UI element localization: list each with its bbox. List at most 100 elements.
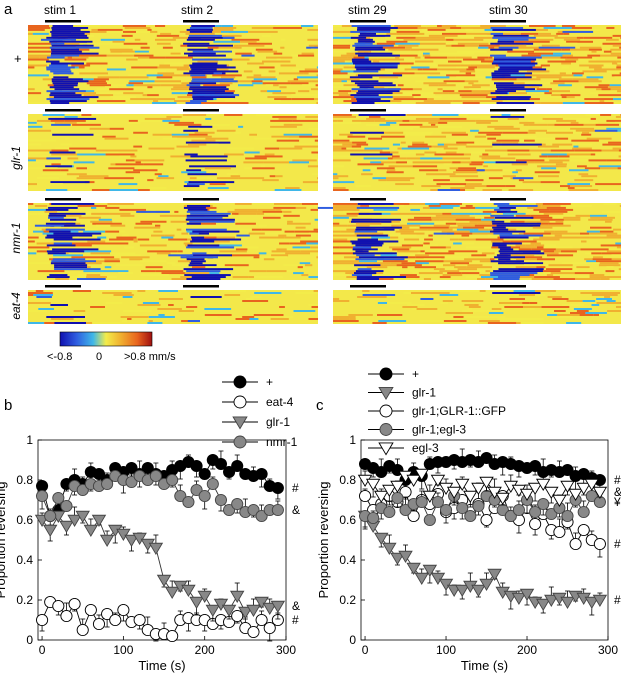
data-point <box>446 486 462 500</box>
data-point <box>205 604 221 618</box>
y-tick-label: 0.2 <box>339 593 356 607</box>
data-point <box>487 486 502 500</box>
legend-item: glr-1 <box>222 415 290 430</box>
end-annotation: & <box>292 503 300 517</box>
series-glr-1 <box>357 510 608 616</box>
genotype-label-wildtype: + <box>14 51 22 66</box>
legend-item: glr-1;GLR-1::GFP <box>368 404 506 418</box>
data-point <box>206 477 219 491</box>
data-point <box>52 599 65 613</box>
data-point <box>398 550 413 564</box>
genotype-label-nmr1: nmr-1 <box>9 222 23 253</box>
stimulus-bar <box>490 20 526 23</box>
data-point <box>190 483 203 497</box>
data-point <box>593 537 606 551</box>
colorbar-min-label: <-0.8 <box>47 351 72 363</box>
colorbar-mid-label: 0 <box>96 351 102 363</box>
data-point <box>529 459 542 473</box>
data-point <box>156 574 172 588</box>
data-point <box>101 607 114 621</box>
y-tick-label: 1 <box>26 433 33 447</box>
colorbar <box>59 331 153 347</box>
data-point <box>479 476 494 490</box>
data-point <box>480 451 493 465</box>
data-point <box>487 568 502 582</box>
data-point <box>174 489 187 503</box>
data-point <box>101 477 114 491</box>
data-point <box>181 584 196 598</box>
stimulus-bar <box>183 20 219 23</box>
heatmap-block <box>333 25 621 105</box>
data-point <box>182 495 195 509</box>
data-point <box>456 501 469 515</box>
data-point <box>584 478 600 492</box>
data-point <box>529 505 542 519</box>
legend: + eat-4 glr-1 nmr-1 <box>222 375 298 449</box>
data-point <box>535 598 551 612</box>
data-point <box>374 490 389 504</box>
stimulus-bar <box>45 285 81 288</box>
data-point <box>479 578 494 592</box>
data-point <box>415 495 428 509</box>
legend-item: egl-3 <box>368 441 439 456</box>
series-- <box>358 448 606 492</box>
data-point <box>504 509 517 523</box>
data-point <box>430 474 446 488</box>
series-line <box>41 515 279 613</box>
data-point <box>76 483 89 497</box>
data-point <box>166 629 179 643</box>
data-point <box>423 513 436 527</box>
data-point <box>247 625 260 639</box>
data-point <box>383 505 396 519</box>
stimulus-bar <box>183 109 219 112</box>
y-axis-label: Proportion reversing <box>316 481 331 598</box>
data-point <box>233 435 247 449</box>
y-tick-label: 0.6 <box>339 513 356 527</box>
data-point <box>233 395 247 409</box>
y-tick-label: 1 <box>349 433 356 447</box>
data-point <box>68 597 81 611</box>
legend-label: glr-1 <box>266 415 290 429</box>
data-point <box>271 503 284 517</box>
data-point <box>406 474 421 488</box>
y-tick-label: 0.4 <box>339 553 356 567</box>
data-point <box>214 493 228 507</box>
data-point <box>263 621 276 635</box>
data-point <box>132 532 147 546</box>
data-point <box>584 596 600 610</box>
legend-item: glr-1 <box>368 386 436 400</box>
data-point <box>560 480 575 494</box>
data-point <box>84 603 97 617</box>
stimulus-bar <box>350 198 386 201</box>
data-point <box>42 524 58 538</box>
data-point <box>537 497 550 511</box>
data-point <box>36 479 49 493</box>
data-point <box>231 497 244 511</box>
stimulus-bar <box>490 285 526 288</box>
data-point <box>125 461 138 475</box>
data-point <box>231 459 244 473</box>
data-point <box>117 603 130 617</box>
stimulus-bar <box>45 198 81 201</box>
data-point <box>561 463 574 477</box>
data-point <box>214 457 228 471</box>
data-point <box>223 503 236 517</box>
plot-frame <box>360 439 609 641</box>
data-point <box>455 478 470 492</box>
data-point <box>44 509 57 523</box>
stimulus-bar <box>350 20 386 23</box>
y-tick-label: 0.8 <box>339 473 356 487</box>
x-tick-label: 200 <box>195 643 215 657</box>
chart-b: 0 100 200 300 0 0.2 0.4 0.6 0.8 1 Time (s) Proporti… <box>0 375 300 673</box>
data-point <box>367 511 380 525</box>
data-point <box>378 442 394 456</box>
data-point <box>472 499 485 513</box>
data-point <box>213 598 229 612</box>
data-point <box>198 489 211 503</box>
data-point <box>148 542 164 556</box>
end-annotation: ¥ <box>613 495 621 509</box>
data-point <box>592 486 608 500</box>
data-point <box>166 473 179 487</box>
data-point <box>511 592 527 606</box>
legend-label: + <box>412 367 419 381</box>
